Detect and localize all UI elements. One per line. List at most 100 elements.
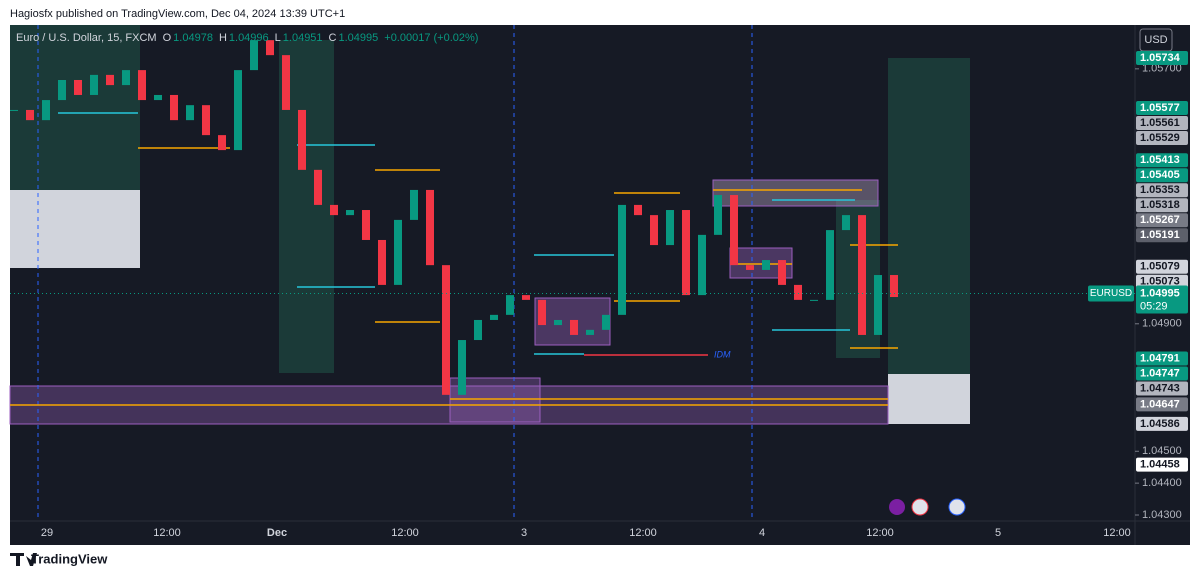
legend: Euro / U.S. Dollar, 15, FXCM O 1.04978 H 1.0… [16, 32, 478, 44]
candle [746, 265, 754, 270]
event-icon[interactable] [911, 498, 929, 516]
candle [698, 234, 706, 296]
order-block [712, 179, 879, 207]
candle [314, 169, 322, 205]
legend-key: C [329, 32, 337, 44]
cyan-levels [58, 112, 855, 355]
candle [826, 230, 834, 300]
price-tag [1136, 116, 1188, 131]
candle [90, 74, 98, 95]
price-tag [1136, 198, 1188, 213]
candle [442, 265, 450, 395]
price-tag-label: 1.05079 [1140, 261, 1180, 273]
candle [362, 210, 370, 240]
legend-change: +0.00017 (+0.02%) [384, 32, 478, 44]
price-label: 1.05700 [1142, 63, 1182, 75]
candle [682, 210, 690, 296]
candle [58, 79, 66, 101]
price-tag [1136, 457, 1188, 472]
price-tag-label: 1.05577 [1140, 102, 1180, 114]
order-block [534, 297, 611, 346]
price-tag-label: 1.05561 [1140, 117, 1180, 129]
price-tag-label: 1.05734 [1140, 52, 1181, 64]
price-label: 1.04400 [1142, 477, 1182, 489]
chart-area [10, 25, 1190, 545]
price-tag [1136, 153, 1188, 168]
price-tag [1136, 351, 1188, 366]
price-label: 1.04900 [1142, 318, 1182, 330]
price-tag-label: 1.05405 [1140, 169, 1180, 181]
time-label: 3 [521, 527, 527, 539]
candle [634, 204, 642, 216]
idm-label: IDM [714, 349, 731, 359]
candle [602, 314, 610, 330]
event-icon[interactable] [948, 498, 966, 516]
candle [346, 210, 354, 216]
price-tag-label: 1.05529 [1140, 132, 1180, 144]
candle [410, 189, 418, 220]
legend-value: 1.04996 [229, 32, 269, 44]
legend-value: 1.04995 [339, 32, 379, 44]
candle [618, 204, 626, 315]
price-tag [1136, 381, 1188, 396]
candle [490, 314, 498, 320]
legend-key: H [219, 32, 227, 44]
candle [714, 195, 722, 235]
price-tag-label: 1.04743 [1140, 382, 1180, 394]
legend-key: O [163, 32, 172, 44]
candle [458, 340, 466, 395]
candle [794, 284, 802, 300]
time-label: 5 [995, 527, 1001, 539]
event-icon[interactable] [889, 499, 905, 515]
price-label: 1.04500 [1142, 445, 1182, 457]
candle [218, 135, 226, 151]
price-tag-label: 1.04747 [1140, 367, 1180, 379]
candle [586, 329, 594, 335]
legend-value: 1.04978 [173, 32, 213, 44]
candle [426, 189, 434, 266]
candle [378, 239, 386, 285]
price-tag-label: 1.04791 [1140, 352, 1180, 364]
candle [186, 105, 194, 121]
current-price: 1.04995 [1140, 287, 1180, 299]
candle [778, 260, 786, 285]
candle [298, 109, 306, 170]
time-axis: 29 12:00 Dec 12:00 3 12:00 4 12:00 5 12:00 [41, 527, 1131, 539]
candle [26, 109, 34, 121]
candle [474, 319, 482, 341]
candle [730, 195, 738, 266]
price-tag-label: 1.05073 [1140, 276, 1180, 288]
currency-label[interactable]: USD [1144, 34, 1167, 46]
time-label: 12:00 [391, 527, 419, 539]
price-tag [1136, 183, 1188, 198]
price-label: 1.04300 [1142, 509, 1182, 521]
session-lines [37, 25, 753, 520]
candle [250, 40, 258, 71]
candle [810, 299, 818, 301]
candle [762, 260, 770, 270]
price-tag-label: 1.04458 [1140, 459, 1180, 471]
price-tag [1136, 397, 1188, 412]
footer-brand: TradingView [31, 551, 108, 566]
candle [74, 79, 82, 95]
candle [506, 295, 514, 315]
price-axis: 1.05700 1.04900 1.04500 1.04400 1.04300 1.057… [10, 51, 1188, 521]
price-tag [1136, 259, 1188, 274]
price-tag [1136, 168, 1188, 183]
candle [554, 319, 562, 326]
candle [570, 319, 578, 335]
price-tag [1136, 51, 1188, 65]
price-tag-label: 1.05318 [1140, 199, 1180, 211]
candle [154, 94, 162, 101]
price-tag [1136, 131, 1188, 146]
price-tag [1136, 366, 1188, 381]
candle [266, 40, 274, 56]
candle [394, 219, 402, 285]
candle [10, 109, 18, 111]
candle [170, 94, 178, 121]
price-tag-label: 1.05413 [1140, 154, 1180, 166]
candle [122, 70, 130, 86]
candle [42, 100, 50, 121]
